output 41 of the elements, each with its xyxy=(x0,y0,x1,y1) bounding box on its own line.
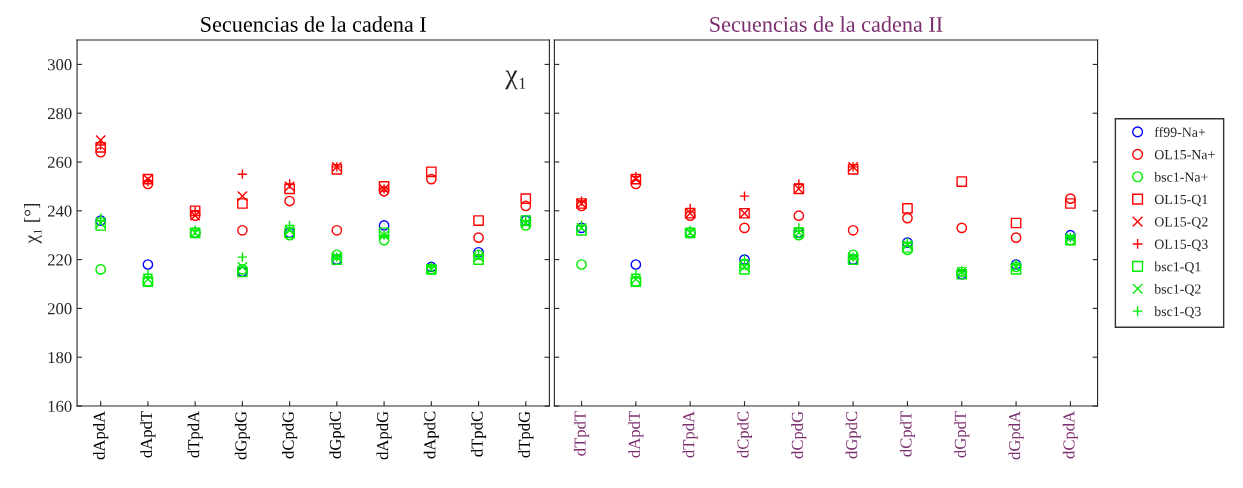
chart-title: Secuencias de la cadena I xyxy=(201,16,426,32)
x-tick-label: dTpdA xyxy=(187,411,203,458)
x-tick-label: dGpdG xyxy=(234,411,250,460)
x-tick-label: dTpdG xyxy=(518,411,534,458)
y-tick-label: 240 xyxy=(47,205,72,217)
x-tick-label: dGpdT xyxy=(954,411,970,458)
annotation: χ₁ xyxy=(505,70,526,90)
y-tick-label: 260 xyxy=(47,156,72,168)
legend-label: OL15-Q2 xyxy=(1154,217,1208,229)
x-tick-label: dCpdG xyxy=(791,411,807,459)
legend-label: OL15-Na+ xyxy=(1154,149,1215,160)
x-tick-label: dCpdA xyxy=(1062,411,1078,459)
legend-label: bsc1-Q3 xyxy=(1154,306,1201,319)
x-tick-label: dApdA xyxy=(93,411,109,460)
legend-label: bsc1-Q2 xyxy=(1154,283,1201,296)
y-tick-label: 300 xyxy=(48,59,72,71)
x-tick-label: dApdT xyxy=(140,411,156,458)
x-tick-label: dCpdG xyxy=(282,411,298,459)
x-tick-label: dGpdC xyxy=(845,411,861,459)
x-tick-label: dApdC xyxy=(423,411,439,459)
chart-title: Secuencias de la cadena II xyxy=(710,16,943,32)
x-tick-label: dGpdA xyxy=(1008,411,1024,460)
y-axis-title: χ₁ [°] xyxy=(24,203,42,244)
legend-label: OL15-Q1 xyxy=(1154,194,1208,207)
y-tick-label: 280 xyxy=(47,107,72,120)
legend-label: bsc1-Na+ xyxy=(1154,171,1208,182)
x-tick-label: dCpdC xyxy=(736,411,753,458)
y-tick-label: 160 xyxy=(48,400,72,412)
x-tick-label: dTpdA xyxy=(682,411,698,458)
legend-label: ff99-Na+ xyxy=(1154,127,1206,137)
y-tick-label: 180 xyxy=(48,351,72,364)
y-tick-label: 200 xyxy=(47,303,72,315)
x-tick-label: dTpdC xyxy=(471,411,487,457)
x-tick-label: dTpdT xyxy=(573,411,590,456)
x-tick-label: dApdG xyxy=(376,411,392,460)
x-tick-label: dCpdT xyxy=(899,411,916,457)
legend-label: bsc1-Q1 xyxy=(1154,261,1201,274)
x-tick-label: dGpdC xyxy=(329,411,345,459)
x-tick-label: dApdT xyxy=(628,411,644,458)
y-tick-label: 220 xyxy=(47,254,72,266)
legend-label: OL15-Q3 xyxy=(1154,239,1208,252)
